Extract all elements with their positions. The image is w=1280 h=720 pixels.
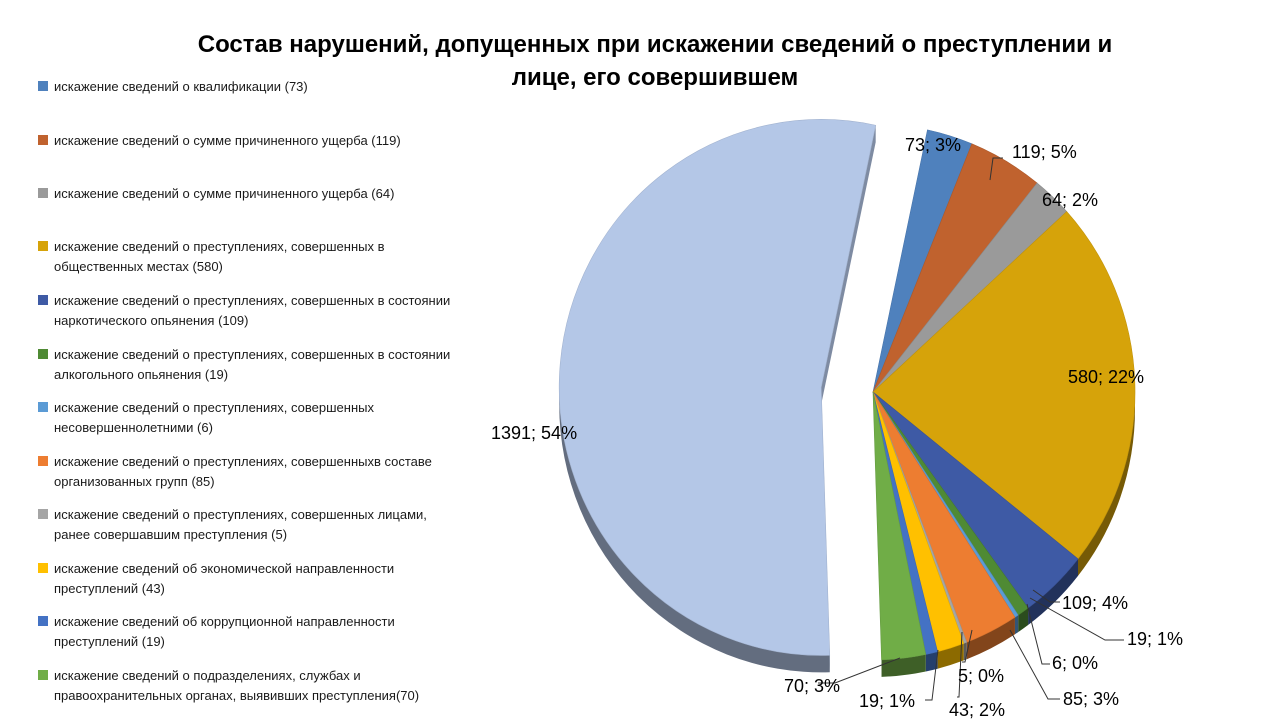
pie-slice-side xyxy=(1014,615,1019,635)
pie-slice-side xyxy=(1028,558,1078,626)
legend-label: искажение сведений об экономической напр… xyxy=(54,561,395,596)
data-label: 119; 5% xyxy=(1012,142,1077,162)
pie-slice-side xyxy=(881,654,926,677)
legend-swatch xyxy=(38,509,48,519)
legend-label: искажение сведений о преступлениях, сове… xyxy=(54,347,451,382)
legend-swatch xyxy=(38,81,48,91)
legend-swatch xyxy=(38,295,48,305)
data-label: 109; 4% xyxy=(1062,593,1128,613)
pie-slice xyxy=(872,211,1136,560)
legend-swatch xyxy=(38,456,48,466)
legend-label: искажение сведений о квалификации (73) xyxy=(54,79,308,94)
legend-label: искажение сведений о сумме причиненного … xyxy=(54,133,401,148)
pie-slice-side xyxy=(1077,392,1135,576)
data-label: 6; 0% xyxy=(1052,653,1098,673)
data-label: 19; 1% xyxy=(1127,629,1183,649)
legend-swatch xyxy=(38,402,48,412)
legend-label: искажение сведений о преступлениях, сове… xyxy=(54,507,427,542)
leader-line xyxy=(1032,589,1060,603)
data-label: 19; 1% xyxy=(859,691,915,711)
legend-swatch xyxy=(38,349,48,359)
pie-slice-side xyxy=(1018,608,1029,633)
data-label: 73; 3% xyxy=(905,135,961,155)
legend-swatch xyxy=(38,616,48,626)
leader-line xyxy=(1026,603,1050,665)
leader-line xyxy=(989,157,1003,181)
legend-label: искажение сведений о преступлениях, сове… xyxy=(54,454,432,489)
legend-swatch xyxy=(38,135,48,145)
legend-label: искажение сведений о преступлениях, сове… xyxy=(54,239,385,274)
pie-slice-side xyxy=(966,617,1015,660)
data-label: 64; 2% xyxy=(1042,190,1098,210)
pie-slice-cut xyxy=(821,125,876,405)
leader-line xyxy=(925,649,939,701)
data-label: 580; 22% xyxy=(1068,367,1144,387)
legend-label: искажение сведений об коррупционной напр… xyxy=(54,614,395,649)
legend-swatch xyxy=(38,670,48,680)
leader-line xyxy=(957,631,963,698)
data-label: 1391; 54% xyxy=(491,423,577,443)
chart-title: Состав нарушений, допущенных при искажен… xyxy=(197,31,1113,91)
data-label: 70; 3% xyxy=(784,676,840,696)
data-label: 85; 3% xyxy=(1063,689,1119,709)
leader-line xyxy=(962,629,973,663)
data-label: 5; 0% xyxy=(958,666,1004,686)
pie-slice xyxy=(558,119,877,656)
legend-swatch xyxy=(38,241,48,251)
leader-line xyxy=(1009,629,1060,700)
pie-slice xyxy=(872,391,927,661)
legend-swatch xyxy=(38,188,48,198)
pie-slice-side xyxy=(937,643,964,669)
data-label: 43; 2% xyxy=(949,700,1005,720)
legend-label: искажение сведений о преступлениях, сове… xyxy=(54,293,451,328)
legend-label: искажение сведений о подразделениях, слу… xyxy=(54,668,420,703)
legend-label: искажение сведений о сумме причиненного … xyxy=(54,186,395,201)
pie-slice-side xyxy=(925,651,938,672)
legend-swatch xyxy=(38,563,48,573)
leader-line xyxy=(818,657,901,684)
legend-label: искажение сведений о преступлениях, сове… xyxy=(54,400,374,435)
leader-line xyxy=(1029,597,1124,641)
